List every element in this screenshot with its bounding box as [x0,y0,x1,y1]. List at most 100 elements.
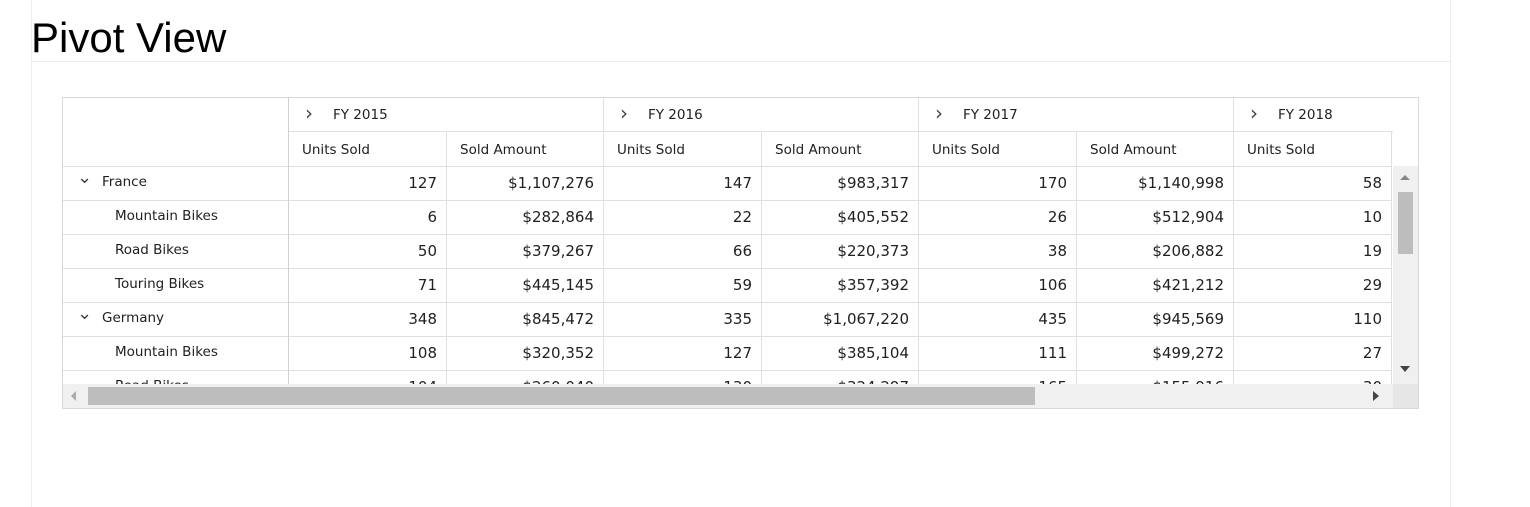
scroll-right-icon[interactable] [1373,391,1379,401]
value-cell[interactable]: 170 [919,167,1077,201]
page-title: Pivot View [31,14,227,61]
row-header-group[interactable]: ⌄ France [63,167,289,201]
value-cell[interactable]: $983,317 [762,167,919,201]
value-cell[interactable]: $220,373 [762,235,919,269]
value-cell[interactable]: 19 [1234,235,1392,269]
year-header-label: FY 2017 [963,107,1018,123]
value-cell[interactable]: $845,472 [447,303,604,337]
row-header-item: Road Bikes [63,371,289,384]
value-cell[interactable]: 38 [919,235,1077,269]
value-cell[interactable]: $206,882 [1077,235,1234,269]
value-cell[interactable]: 435 [919,303,1077,337]
pivot-viewport: › FY 2015 Units Sold Sold Amount › FY 2016 Uni… [63,98,1393,384]
chevron-right-icon[interactable]: › [1250,101,1258,125]
year-header-label: FY 2016 [648,107,703,123]
scrollbar-corner [1393,384,1418,408]
measure-header[interactable]: Units Sold [919,132,1077,167]
value-cell[interactable]: 335 [604,303,762,337]
value-cell[interactable]: $499,272 [1077,337,1234,371]
value-cell[interactable]: $320,352 [447,337,604,371]
measure-header[interactable]: Units Sold [604,132,762,167]
value-cell[interactable]: 130 [604,371,762,384]
frozen-column-divider [288,98,289,384]
value-cell[interactable]: $155,916 [1077,371,1234,384]
measure-header[interactable]: Sold Amount [447,132,604,167]
value-cell[interactable]: $385,104 [762,337,919,371]
measure-header-label: Units Sold [1247,142,1315,158]
value-cell[interactable]: 111 [919,337,1077,371]
year-header-fy-2016[interactable]: › FY 2016 [604,98,919,132]
value-cell[interactable]: $1,107,276 [447,167,604,201]
vertical-scroll-thumb[interactable] [1398,192,1413,254]
year-header-fy-2018[interactable]: › FY 2018 [1234,98,1393,132]
measure-header[interactable]: Sold Amount [1077,132,1234,167]
value-cell[interactable]: 50 [289,235,447,269]
value-cell[interactable]: $1,067,220 [762,303,919,337]
value-cell[interactable]: 147 [604,167,762,201]
pivot-table[interactable]: › FY 2015 Units Sold Sold Amount › FY 2016 Uni… [62,97,1419,409]
title-divider [31,61,1451,62]
row-header-label: Mountain Bikes [115,208,218,224]
year-header-fy-2015[interactable]: › FY 2015 [289,98,604,132]
chevron-right-icon[interactable]: › [935,101,943,125]
value-cell[interactable]: $445,145 [447,269,604,303]
measure-header-label: Units Sold [932,142,1000,158]
chevron-right-icon[interactable]: › [305,101,313,125]
row-header-label: Touring Bikes [115,276,205,292]
horizontal-scrollbar[interactable] [63,384,1393,408]
row-header-label: Germany [102,310,165,326]
chevron-down-icon[interactable]: ⌄ [77,167,93,188]
value-cell[interactable]: 71 [289,269,447,303]
value-cell[interactable]: 27 [1234,337,1392,371]
value-cell[interactable]: 26 [919,201,1077,235]
value-cell[interactable]: 30 [1234,371,1392,384]
value-cell[interactable]: $282,864 [447,201,604,235]
value-cell[interactable]: 22 [604,201,762,235]
value-cell[interactable]: 127 [604,337,762,371]
value-cell[interactable]: 59 [604,269,762,303]
value-cell[interactable]: $421,212 [1077,269,1234,303]
measure-header[interactable]: Units Sold [289,132,447,167]
measure-header-label: Sold Amount [1090,142,1177,158]
chevron-down-icon[interactable]: ⌄ [77,303,93,324]
measure-header-label: Units Sold [302,142,370,158]
value-cell[interactable]: $945,569 [1077,303,1234,337]
value-cell[interactable]: 110 [1234,303,1392,337]
value-cell[interactable]: 127 [289,167,447,201]
value-cell[interactable]: $405,552 [762,201,919,235]
value-cell[interactable]: $1,140,998 [1077,167,1234,201]
measure-header-label: Sold Amount [775,142,862,158]
value-cell[interactable]: 66 [604,235,762,269]
value-cell[interactable]: $512,904 [1077,201,1234,235]
scroll-up-icon[interactable] [1400,175,1410,180]
measure-header-label: Units Sold [617,142,685,158]
value-cell[interactable]: 29 [1234,269,1392,303]
row-header-item: Mountain Bikes [63,201,289,235]
value-cell[interactable]: 108 [289,337,447,371]
value-cell[interactable]: $379,267 [447,235,604,269]
chevron-right-icon[interactable]: › [620,101,628,125]
pivot-corner-cell [63,98,289,167]
year-header-label: FY 2015 [333,107,388,123]
measure-header-label: Sold Amount [460,142,547,158]
row-header-group[interactable]: ⌄ Germany [63,303,289,337]
value-cell[interactable]: 348 [289,303,447,337]
value-cell[interactable]: 10 [1234,201,1392,235]
scroll-down-icon[interactable] [1400,366,1410,372]
value-cell[interactable]: $357,392 [762,269,919,303]
value-cell[interactable]: $324,297 [762,371,919,384]
value-cell[interactable]: 106 [919,269,1077,303]
scroll-left-icon[interactable] [71,391,76,401]
value-cell[interactable]: 104 [289,371,447,384]
page-frame [31,0,1451,507]
value-cell[interactable]: 58 [1234,167,1392,201]
measure-header[interactable]: Sold Amount [762,132,919,167]
value-cell[interactable]: 6 [289,201,447,235]
value-cell[interactable]: $260,040 [447,371,604,384]
row-header-item: Road Bikes [63,235,289,269]
horizontal-scroll-thumb[interactable] [88,387,1035,405]
measure-header[interactable]: Units Sold [1234,132,1392,167]
vertical-scrollbar[interactable] [1393,166,1418,384]
value-cell[interactable]: 165 [919,371,1077,384]
year-header-fy-2017[interactable]: › FY 2017 [919,98,1234,132]
